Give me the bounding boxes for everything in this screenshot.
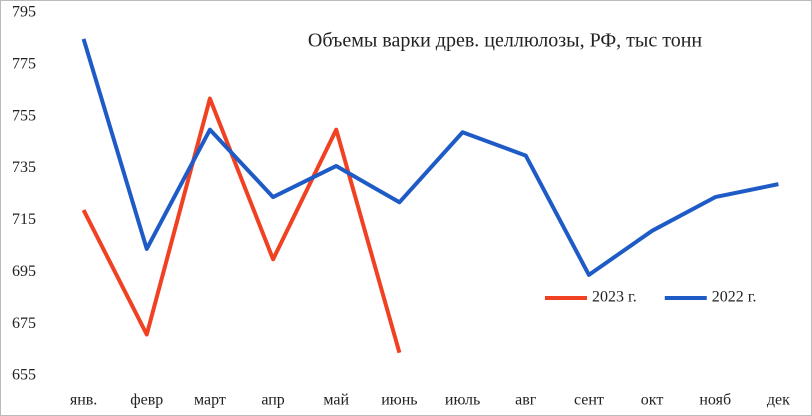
y-tick-label: 735 — [12, 159, 36, 176]
x-tick-label: сент — [574, 392, 604, 409]
y-tick-label: 695 — [12, 263, 36, 280]
x-tick-label: март — [194, 392, 226, 409]
x-tick-label: май — [323, 392, 349, 409]
legend-label: 2022 г. — [712, 289, 757, 306]
series-line — [81, 38, 779, 277]
x-tick-label: авг — [515, 392, 537, 409]
y-tick-label: 775 — [12, 56, 36, 73]
y-tick-label: 715 — [12, 211, 36, 228]
x-tick-label: дек — [767, 392, 790, 409]
chart-title: Объемы варки древ. целлюлозы, РФ, тыс то… — [308, 30, 703, 52]
y-tick-label: 795 — [12, 4, 36, 21]
x-tick-label: июнь — [381, 392, 417, 409]
x-tick-label: апр — [261, 392, 284, 409]
x-tick-label: февр — [130, 392, 163, 409]
y-tick-label: 655 — [12, 367, 36, 384]
x-tick-label: нояб — [699, 392, 731, 409]
x-tick-label: окт — [641, 392, 664, 409]
y-tick-label: 675 — [12, 315, 36, 332]
legend-label: 2023 г. — [592, 289, 637, 306]
series-line — [81, 96, 402, 354]
x-tick-label: июль — [445, 392, 480, 409]
y-tick-label: 755 — [12, 107, 36, 124]
x-tick-label: янв. — [70, 392, 97, 409]
